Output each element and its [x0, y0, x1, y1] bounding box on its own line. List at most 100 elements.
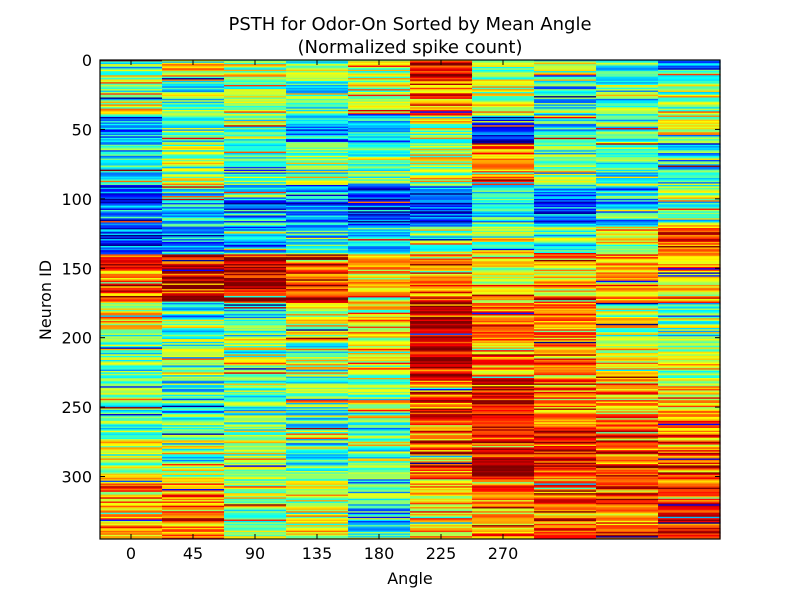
heatmap-cell [410, 229, 473, 232]
heatmap-cell [596, 203, 659, 205]
heatmap-cell [224, 290, 287, 293]
heatmap-cell [286, 175, 349, 178]
heatmap-cell [100, 164, 163, 167]
heatmap-cell [224, 525, 287, 528]
heatmap-cell [534, 64, 597, 67]
heatmap-cell [410, 123, 473, 126]
heatmap-cell [100, 358, 163, 361]
heatmap-cell [472, 166, 535, 169]
heatmap-cell [162, 327, 225, 330]
heatmap-cell [534, 273, 597, 276]
heatmap-cell [286, 472, 349, 475]
heatmap-cell [348, 484, 411, 487]
heatmap-cell [348, 218, 411, 221]
heatmap-cell [162, 465, 225, 468]
heatmap-cell [100, 462, 163, 465]
heatmap-cell [472, 461, 535, 464]
heatmap-cell [410, 315, 473, 318]
heatmap-cell [410, 218, 473, 221]
heatmap-cell [100, 90, 163, 93]
heatmap-cell [410, 502, 473, 505]
heatmap-cell [286, 155, 349, 158]
heatmap-cell [286, 426, 349, 429]
heatmap-cell [162, 158, 225, 161]
heatmap-cell [286, 305, 349, 308]
heatmap-cell [162, 250, 225, 253]
heatmap-cell [410, 394, 473, 397]
heatmap-cell [534, 223, 597, 226]
heatmap-cell [658, 215, 721, 218]
heatmap-cell [162, 257, 225, 260]
heatmap-cell [410, 379, 473, 382]
heatmap-cell [348, 239, 411, 241]
heatmap-cell [100, 243, 163, 246]
heatmap-cell [596, 172, 659, 175]
heatmap-cell [286, 316, 349, 319]
heatmap-cell [162, 515, 225, 518]
heatmap-cell [534, 261, 597, 264]
heatmap-cell [224, 321, 287, 323]
heatmap-cell [162, 136, 225, 139]
heatmap-cell [224, 246, 287, 248]
heatmap-cell [658, 533, 721, 536]
heatmap-cell [410, 522, 473, 525]
heatmap-cell [658, 497, 721, 500]
heatmap-cell [658, 530, 721, 533]
heatmap-cell [348, 483, 411, 486]
heatmap-cell [596, 279, 659, 282]
heatmap-cell [658, 443, 721, 446]
heatmap-cell [224, 491, 287, 494]
heatmap-cell [596, 326, 659, 329]
heatmap-cell [162, 287, 225, 290]
heatmap-cell [224, 219, 287, 222]
heatmap-cell [410, 258, 473, 261]
heatmap-cell [472, 312, 535, 315]
heatmap-cell [658, 490, 721, 493]
heatmap-cell [348, 519, 411, 522]
heatmap-cell [224, 348, 287, 351]
heatmap-cell [348, 252, 411, 255]
heatmap-cell [410, 214, 473, 216]
heatmap-cell [224, 172, 287, 175]
heatmap-cell [596, 329, 659, 332]
heatmap-cell [224, 395, 287, 398]
heatmap-cell [534, 426, 597, 429]
heatmap-cell [224, 197, 287, 200]
heatmap-cell [596, 215, 659, 218]
heatmap-cell [224, 122, 287, 125]
heatmap-cell [534, 68, 597, 71]
heatmap-cell [534, 518, 597, 521]
heatmap-cell [162, 509, 225, 512]
heatmap-cell [162, 376, 225, 379]
heatmap-cell [224, 398, 287, 401]
heatmap-cell [658, 409, 721, 412]
heatmap-cell [534, 234, 597, 237]
heatmap-cell [224, 393, 287, 396]
heatmap-cell [348, 147, 411, 150]
heatmap-cell [596, 505, 659, 508]
heatmap-cell [224, 312, 287, 315]
heatmap-cell [348, 246, 411, 248]
heatmap-cell [658, 61, 721, 64]
heatmap-cell [162, 153, 225, 155]
heatmap-cell [472, 400, 535, 403]
heatmap-cell [286, 205, 349, 208]
heatmap-cell [348, 162, 411, 165]
heatmap-cell [100, 94, 163, 97]
heatmap-cell [410, 418, 473, 421]
heatmap-cell [100, 207, 163, 210]
heatmap-cell [596, 525, 659, 528]
heatmap-cell [286, 322, 349, 325]
heatmap-cell [658, 411, 721, 414]
heatmap-cell [410, 78, 473, 80]
heatmap-cell [286, 477, 349, 480]
heatmap-cell [658, 441, 721, 444]
heatmap-cell [224, 319, 287, 322]
heatmap-cell [410, 326, 473, 329]
heatmap-cell [348, 493, 411, 496]
heatmap-cell [224, 168, 287, 171]
heatmap-cell [472, 329, 535, 332]
heatmap-cell [286, 101, 349, 104]
heatmap-cell [472, 468, 535, 471]
heatmap-cell [100, 326, 163, 329]
